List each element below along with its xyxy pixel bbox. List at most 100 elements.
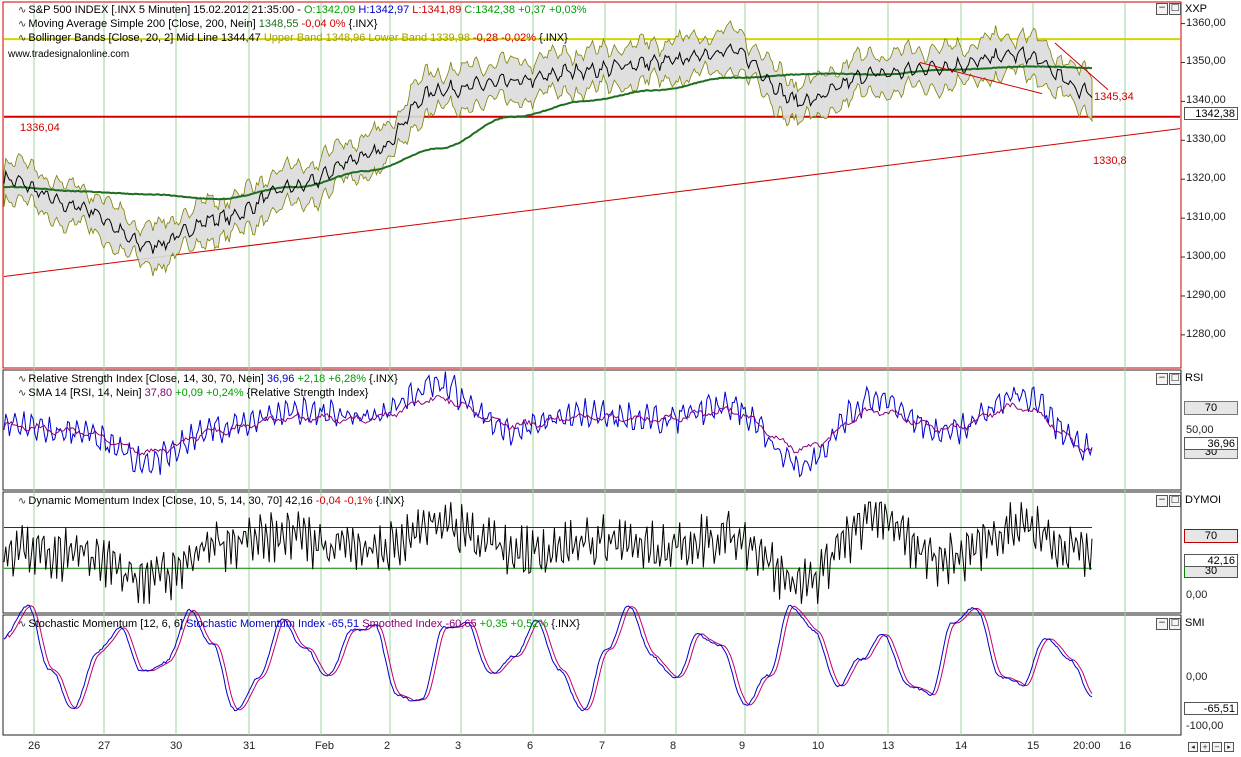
- x-tick-label: 20:00: [1073, 740, 1101, 752]
- grid-lines: [33, 3, 1185, 735]
- price-open: O:1342,09: [303, 4, 356, 16]
- smi-smoothed-line: [3, 605, 1093, 711]
- smi-current-box: -65,51: [1184, 702, 1238, 715]
- x-tick-label: 15: [1027, 740, 1040, 752]
- zoom-in-button[interactable]: +: [1200, 742, 1210, 752]
- price-panel-frame: [2, 1, 1182, 369]
- rsi-src: {.INX}: [369, 373, 398, 385]
- x-tick-label: 30: [170, 740, 183, 752]
- smi-change: +0,35 +0,52%: [479, 618, 549, 630]
- x-tick-label: 3: [455, 740, 462, 752]
- zoom-out-button[interactable]: −: [1212, 742, 1222, 752]
- rsi-sma-change: +0,09 +0,24%: [175, 387, 244, 399]
- dymoi-level-30: 30: [1184, 564, 1238, 578]
- support-label: 1336,04: [20, 122, 60, 134]
- smi-src: {.INX}: [551, 618, 580, 630]
- watermark: www.tradesignalonline.com: [8, 49, 130, 60]
- smi-maximize-button[interactable]: □: [1169, 618, 1181, 630]
- dymoi-panel-frame: [2, 491, 1182, 614]
- rsi-tick-50: 50,00: [1186, 424, 1214, 436]
- bollinger-lower: Lower Band 1339,98: [368, 32, 470, 44]
- trend-label: 1330,8: [1093, 155, 1127, 167]
- price-line: [3, 43, 1093, 254]
- trend-line: [3, 128, 1181, 277]
- line-icon: ∿: [18, 374, 27, 385]
- rsi-line: [3, 371, 1093, 478]
- smi-plot: [3, 604, 1093, 712]
- rsi-panel-name: RSI: [1185, 372, 1204, 384]
- scroll-left-button[interactable]: ◂: [1188, 742, 1198, 752]
- smi-legend: ∿ Stochastic Momentum [12, 6, 6] Stochast…: [18, 617, 580, 632]
- rsi-maximize-button[interactable]: □: [1169, 373, 1181, 385]
- dymoi-panel-name: DYMOI: [1185, 494, 1222, 506]
- dymoi-current-box: 42,16: [1184, 554, 1238, 567]
- smi-line: [3, 604, 1093, 712]
- x-tick-label: 8: [670, 740, 677, 752]
- price-legend: ∿ S&P 500 INDEX [.INX 5 Minuten] 15.02.20…: [18, 3, 587, 18]
- rsi-legend: ∿ Relative Strength Index [Close, 14, 30,…: [18, 372, 398, 387]
- dymoi-minimize-button[interactable]: −: [1156, 495, 1168, 507]
- rsi-panel-frame: [2, 369, 1182, 491]
- x-tick-label: 16: [1119, 740, 1132, 752]
- rsi-current-box: 36,96: [1184, 437, 1238, 450]
- rsi-change: +2,18 +6,28%: [297, 373, 366, 385]
- price-tick-label: 1300,00: [1186, 250, 1226, 263]
- dymoi-maximize-button[interactable]: □: [1169, 495, 1181, 507]
- x-tick-label: Feb: [315, 740, 334, 752]
- dymoi-legend-text: Dynamic Momentum Index [Close, 10, 5, 14…: [28, 495, 283, 507]
- rsi-plot: [3, 371, 1093, 478]
- sma200-line: [3, 65, 1093, 201]
- price-plot: [3, 20, 1181, 277]
- x-tick-label: 31: [243, 740, 256, 752]
- rsi-minimize-button[interactable]: −: [1156, 373, 1168, 385]
- price-tick-label: 1290,00: [1186, 288, 1226, 301]
- rsi-level-70: 70: [1184, 401, 1238, 415]
- rsi-legend-text: Relative Strength Index [Close, 14, 30, …: [28, 373, 264, 385]
- price-tick-label: 1320,00: [1186, 172, 1226, 185]
- channel-label: 1345,34: [1094, 91, 1134, 103]
- line-icon: ∿: [18, 5, 27, 16]
- price-tick-label: 1360,00: [1186, 16, 1226, 29]
- scroll-right-button[interactable]: ▸: [1224, 742, 1234, 752]
- sma-legend: ∿ Moving Average Simple 200 [Close, 200, …: [18, 17, 377, 32]
- line-icon: ∿: [18, 33, 27, 44]
- channel-line: [919, 61, 1043, 95]
- dymoi-plot: [3, 501, 1093, 604]
- dymoi-line: [3, 501, 1093, 604]
- price-legend-text: S&P 500 INDEX [.INX 5 Minuten] 15.02.201…: [28, 4, 304, 16]
- dymoi-src: {.INX}: [375, 495, 405, 507]
- x-tick-label: 13: [882, 740, 895, 752]
- smi-legend-text: Stochastic Momentum [12, 6, 6]: [28, 618, 184, 630]
- rsi-sma-legend-text: SMA 14 [RSI, 14, Nein]: [28, 387, 142, 399]
- rsi-value: 36,96: [266, 373, 295, 385]
- bollinger-band: [3, 20, 1093, 277]
- x-tick-label: 6: [527, 740, 534, 752]
- rsi-sma-line: [3, 394, 1093, 456]
- minimize-button[interactable]: −: [1156, 3, 1168, 15]
- smi-series1: Stochastic Momentum Index -65,51: [186, 618, 360, 630]
- price-low: L:1341,89: [412, 4, 462, 16]
- line-icon: ∿: [18, 496, 27, 507]
- price-panel-name: XXP: [1185, 3, 1208, 15]
- bollinger-upper: Upper Band 1348,96: [263, 32, 366, 44]
- price-tick-label: 1310,00: [1186, 211, 1226, 224]
- bollinger-src: {.INX}: [539, 32, 568, 44]
- maximize-button[interactable]: □: [1169, 3, 1181, 15]
- line-icon: ∿: [18, 619, 27, 630]
- x-tick-label: 14: [955, 740, 968, 752]
- x-tick-label: 9: [739, 740, 746, 752]
- channel-line: [1054, 42, 1109, 91]
- sma-src: {.INX}: [348, 18, 378, 30]
- dymoi-tick-0: 0,00: [1186, 589, 1208, 601]
- rsi-sma-legend: ∿ SMA 14 [RSI, 14, Nein] 37,80 +0,09 +0,2…: [18, 386, 368, 401]
- smi-tick-neg100: -100,00: [1186, 720, 1224, 732]
- x-tick-label: 27: [98, 740, 111, 752]
- sma-legend-text: Moving Average Simple 200 [Close, 200, N…: [28, 18, 256, 30]
- sma-change: -0,04 0%: [301, 18, 346, 30]
- smi-minimize-button[interactable]: −: [1156, 618, 1168, 630]
- price-tick-label: 1330,00: [1186, 133, 1226, 146]
- dymoi-level-70: 70: [1184, 529, 1238, 543]
- smi-panel-name: SMI: [1185, 617, 1205, 629]
- current-price-box: 1342,38: [1184, 107, 1238, 120]
- dymoi-value: 42,16: [285, 495, 313, 507]
